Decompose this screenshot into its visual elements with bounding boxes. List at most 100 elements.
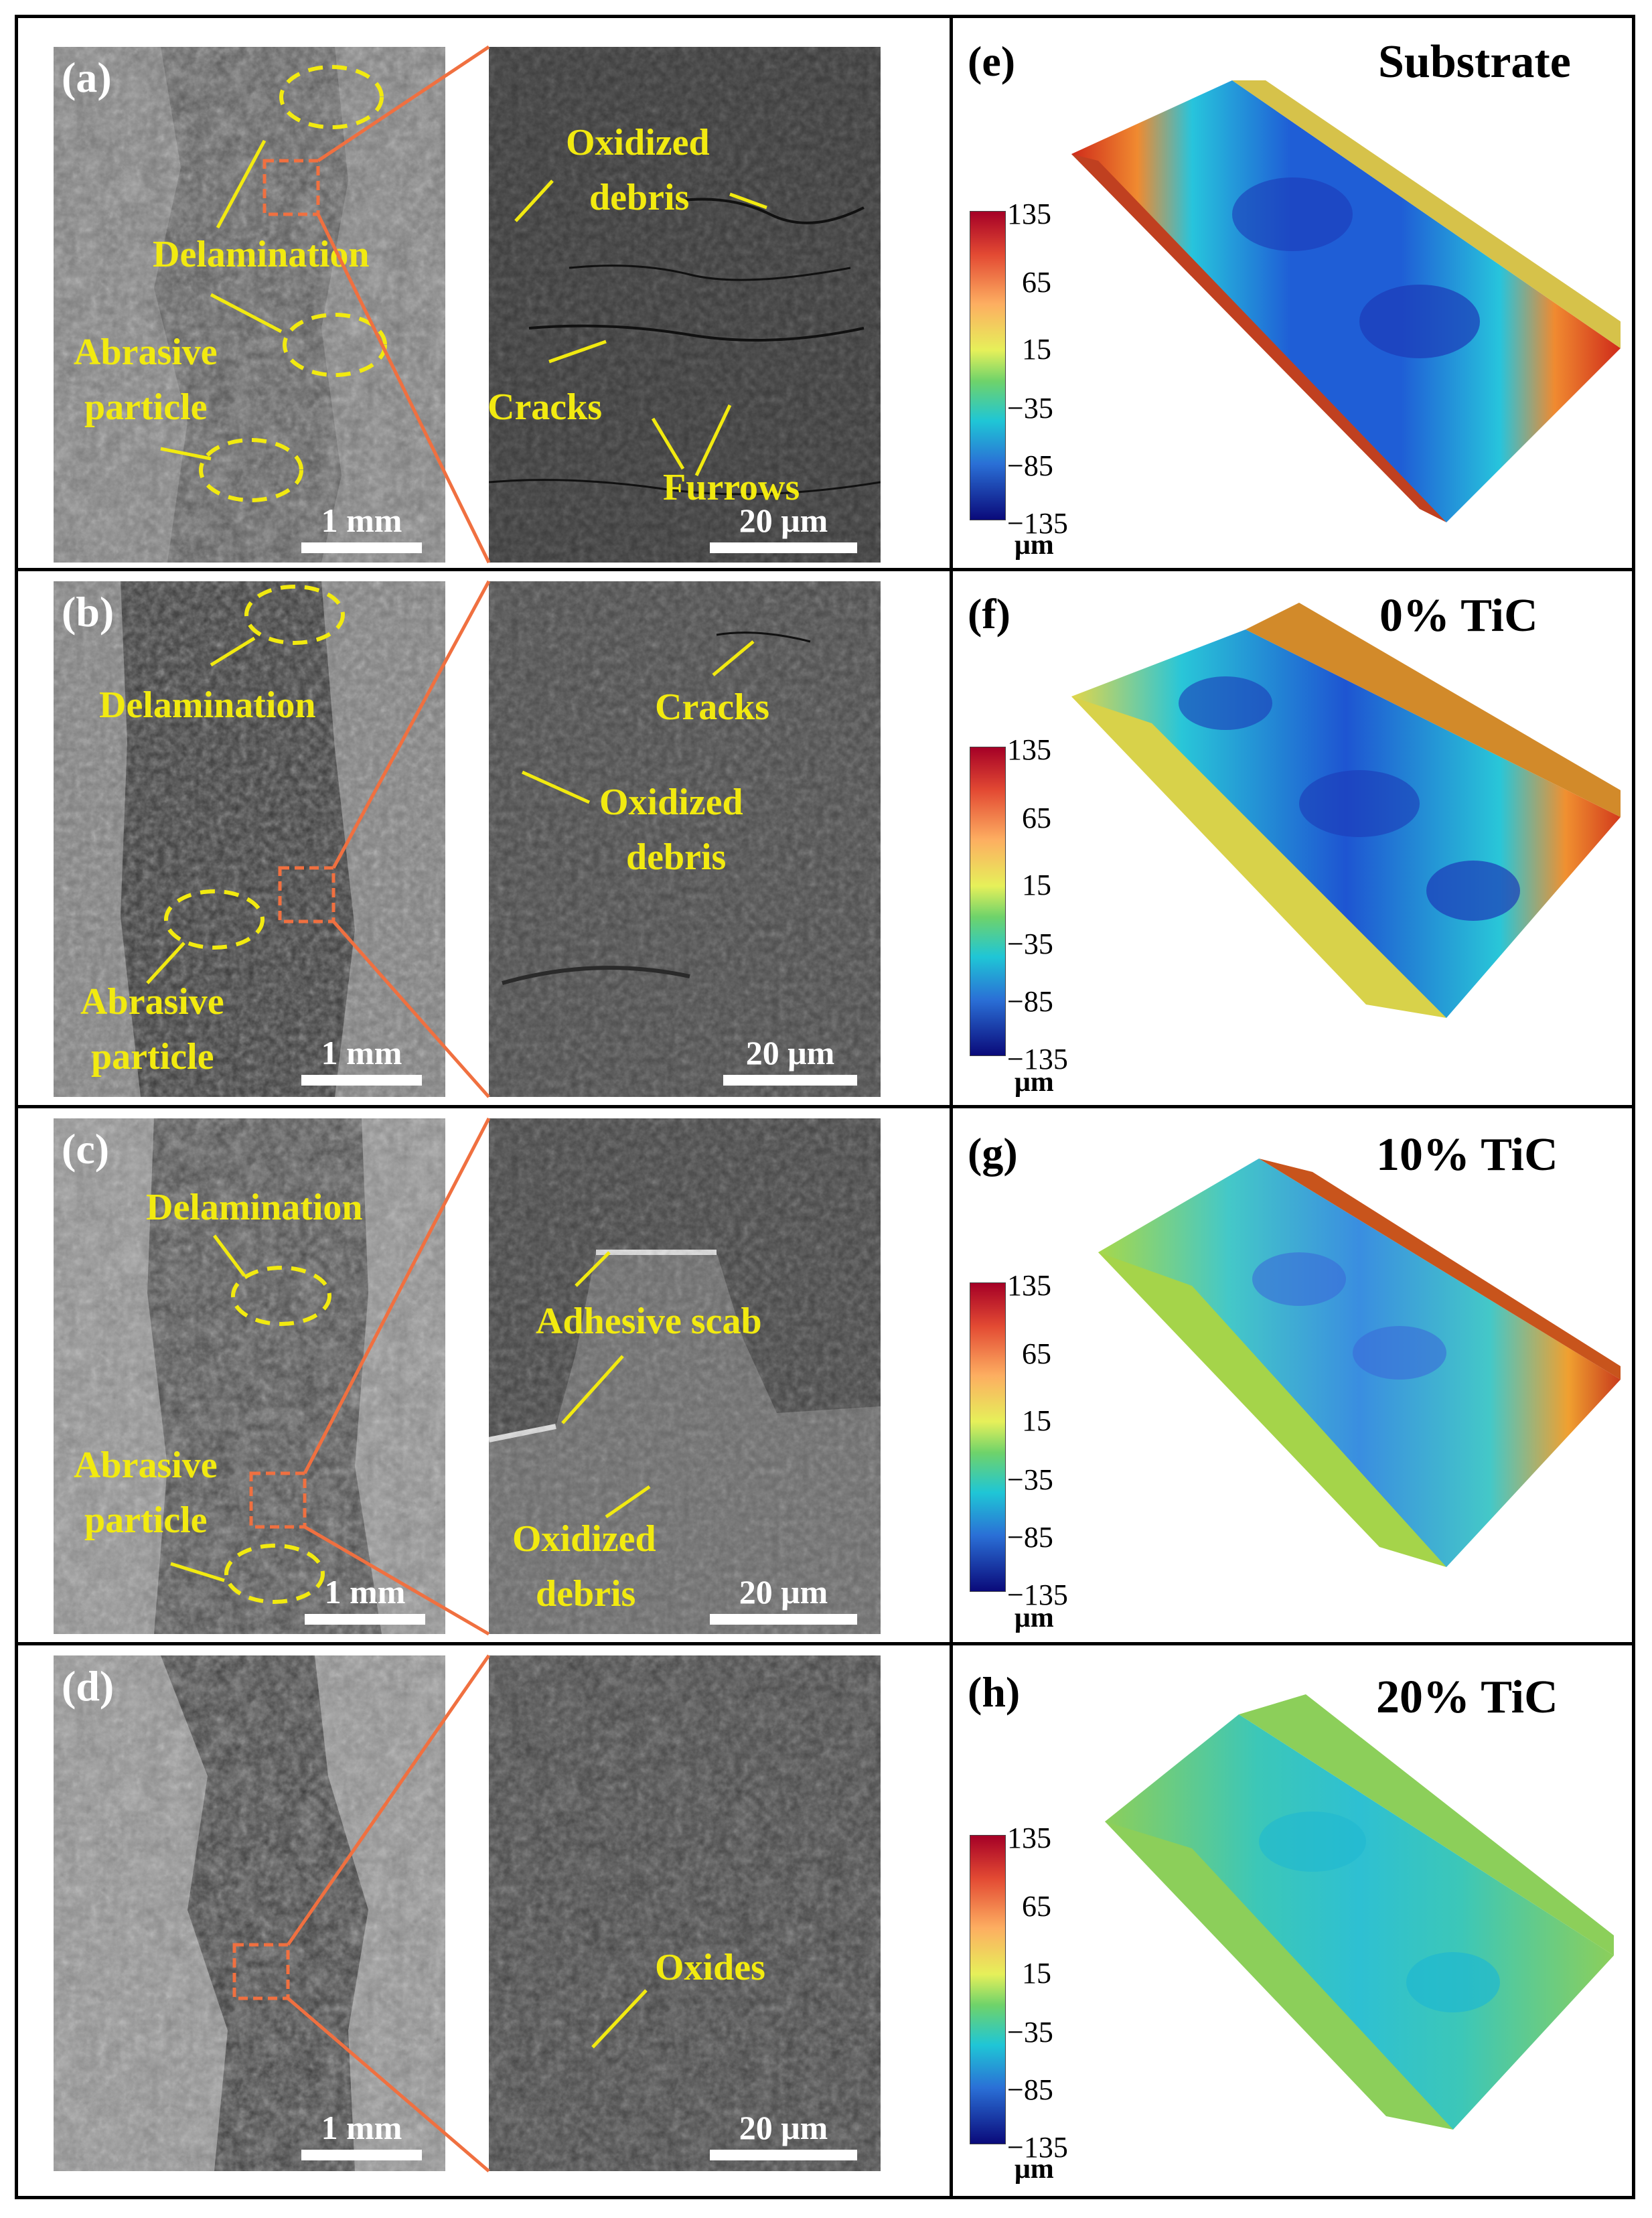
cb-tick: −135 [1007, 2131, 1068, 2164]
surface-profile-g [1098, 1159, 1621, 1567]
annotations-zoom-c [561, 1251, 651, 1519]
label-debris-c: debris [536, 1573, 636, 1615]
colorbar-f [970, 747, 1006, 1056]
panel-label-b: (b) [62, 588, 115, 636]
cb-tick: −35 [1007, 928, 1053, 960]
annotations-zoom-a [514, 179, 767, 477]
label-cracks-b: Cracks [655, 686, 770, 728]
cb-tick: −35 [1007, 392, 1053, 425]
connector-line [316, 213, 491, 564]
label-furrows-a: Furrows [663, 467, 800, 508]
cb-tick: −35 [1007, 2016, 1053, 2049]
cb-tick: −85 [1007, 985, 1053, 1018]
label-abrasive-c: Abrasive [74, 1445, 218, 1486]
profile-title-f: 0% TiC [1379, 590, 1538, 642]
label-particle-b: particle [91, 1036, 214, 1078]
connector-line [303, 1117, 491, 1475]
cb-tick: −85 [1007, 449, 1053, 482]
profile-title-e: Substrate [1378, 36, 1571, 88]
highlight-ellipse [231, 1266, 331, 1326]
annotations-d [232, 1943, 290, 2000]
cb-tick: −85 [1007, 1521, 1053, 1554]
row-divider-1 [15, 568, 1635, 571]
label-debris-a: debris [589, 177, 690, 218]
annotations-zoom-b [521, 640, 755, 804]
highlight-ellipse [279, 65, 384, 129]
panel-label-f: (f) [968, 590, 1010, 638]
scale-bar-zoom-c: 20 μm [710, 1567, 857, 1625]
sem-overview-a: (a) [54, 47, 445, 563]
label-delamination-b: Delamination [99, 684, 316, 726]
cb-tick: 15 [1022, 1404, 1051, 1437]
cb-tick: 65 [1022, 802, 1051, 834]
connector-line [303, 1525, 490, 1636]
cb-unit: μm [1015, 2154, 1054, 2185]
panel-label-h: (h) [968, 1668, 1021, 1716]
label-oxides-d: Oxides [655, 1947, 765, 1988]
colorbar-g [970, 1282, 1006, 1592]
surface-profile-f [1071, 603, 1621, 1018]
colorbar-e [970, 211, 1006, 520]
zoom-region-box [278, 866, 335, 923]
label-adhesive-scab-c: Adhesive scab [536, 1301, 762, 1342]
connector-line [332, 920, 490, 1098]
zoom-region-box [262, 159, 320, 216]
sem-zoom-d [489, 1655, 881, 2171]
panel-label-c: (c) [62, 1125, 110, 1173]
surface-profile-h [1105, 1694, 1614, 2130]
label-cracks-a: Cracks [487, 386, 603, 428]
panel-label-g: (g) [968, 1129, 1018, 1177]
scale-bar-b: 1 mm [301, 1028, 422, 1086]
cb-tick: 15 [1022, 869, 1051, 901]
cb-unit: μm [1015, 530, 1054, 561]
cb-unit: μm [1015, 1067, 1054, 1098]
connector-line [286, 1654, 491, 1946]
sem-overview-b: (b) [54, 581, 445, 1097]
sem-overview-d: (d) [54, 1655, 445, 2171]
sem-zoom-b [489, 581, 881, 1097]
cb-tick: −135 [1007, 1043, 1068, 1076]
highlight-ellipse [224, 1544, 325, 1604]
label-debris-b: debris [626, 836, 727, 878]
cb-unit: μm [1015, 1603, 1054, 1633]
label-oxidized-a: Oxidized [566, 122, 710, 163]
cb-tick: −85 [1007, 2073, 1053, 2106]
connector-line [287, 1997, 490, 2172]
cb-tick: 135 [1007, 198, 1051, 230]
panel-label-d: (d) [62, 1662, 115, 1710]
cb-tick: 65 [1022, 1337, 1051, 1370]
scale-bar-c: 1 mm [305, 1567, 425, 1625]
label-abrasive-a: Abrasive [74, 331, 218, 373]
sem-overview-c: (c) [54, 1118, 445, 1634]
label-delamination-c: Delamination [146, 1187, 363, 1228]
scale-bar-d: 1 mm [301, 2103, 422, 2160]
annotations-a [160, 65, 387, 502]
panel-label-e: (e) [968, 38, 1016, 85]
connector-line [331, 580, 491, 869]
cb-tick: 135 [1007, 1269, 1051, 1302]
label-oxidized-c: Oxidized [512, 1518, 656, 1560]
colorbar-h [970, 1835, 1006, 2144]
label-oxidized-b: Oxidized [599, 782, 743, 823]
row-divider-2 [15, 1105, 1635, 1108]
surface-profile-e [1071, 80, 1621, 522]
cb-tick: 135 [1007, 733, 1051, 766]
row-divider-3 [15, 1642, 1635, 1645]
cb-tick: 65 [1022, 266, 1051, 299]
annotations-b [146, 585, 345, 984]
label-abrasive-b: Abrasive [80, 981, 224, 1023]
sem-zoom-c [489, 1118, 881, 1634]
cb-tick: 65 [1022, 1890, 1051, 1923]
cb-tick: 135 [1007, 1822, 1051, 1854]
sem-zoom-a [489, 47, 881, 563]
label-particle-c: particle [84, 1499, 208, 1541]
scale-bar-zoom-a: 20 μm [710, 502, 857, 553]
annotations-c [170, 1234, 331, 1604]
scale-bar-zoom-b: 20 μm [723, 1035, 857, 1086]
profile-title-h: 20% TiC [1376, 1672, 1558, 1723]
panel-label-a: (a) [62, 54, 112, 101]
label-particle-a: particle [84, 386, 208, 428]
scale-bar-a: 1 mm [301, 496, 422, 553]
cb-tick: −135 [1007, 507, 1068, 540]
